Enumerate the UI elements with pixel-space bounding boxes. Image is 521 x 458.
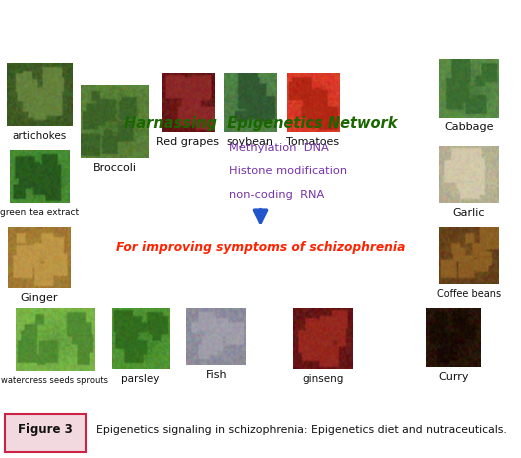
Text: Histone modification: Histone modification xyxy=(229,166,348,176)
Text: Curry: Curry xyxy=(438,372,468,382)
Text: soybean: soybean xyxy=(227,136,274,147)
Text: non-coding  RNA: non-coding RNA xyxy=(229,190,325,200)
Text: Epigenetics signaling in schizophrenia: Epigenetics diet and nutraceuticals.: Epigenetics signaling in schizophrenia: … xyxy=(96,425,507,436)
Text: Red grapes: Red grapes xyxy=(156,136,219,147)
Text: Harnassing  Epigenetics Network: Harnassing Epigenetics Network xyxy=(124,116,397,131)
Text: parsley: parsley xyxy=(121,374,160,384)
Text: artichokes: artichokes xyxy=(13,131,67,141)
Text: Garlic: Garlic xyxy=(453,207,485,218)
Text: Tomatoes: Tomatoes xyxy=(286,136,339,147)
Text: ginseng: ginseng xyxy=(302,374,344,384)
Text: Methylation  DNA: Methylation DNA xyxy=(229,143,329,153)
Text: Coffee beans: Coffee beans xyxy=(437,289,501,299)
Text: Ginger: Ginger xyxy=(21,293,58,303)
Text: green tea extract: green tea extract xyxy=(0,207,79,217)
Text: Figure 3: Figure 3 xyxy=(18,423,73,436)
Text: Cabbage: Cabbage xyxy=(444,122,494,132)
Text: watercress seeds sprouts: watercress seeds sprouts xyxy=(1,376,108,385)
Text: Fish: Fish xyxy=(205,370,227,380)
FancyBboxPatch shape xyxy=(5,414,86,452)
Text: Broccoli: Broccoli xyxy=(93,163,137,173)
Text: For improving symptoms of schizophrenia: For improving symptoms of schizophrenia xyxy=(116,241,405,254)
